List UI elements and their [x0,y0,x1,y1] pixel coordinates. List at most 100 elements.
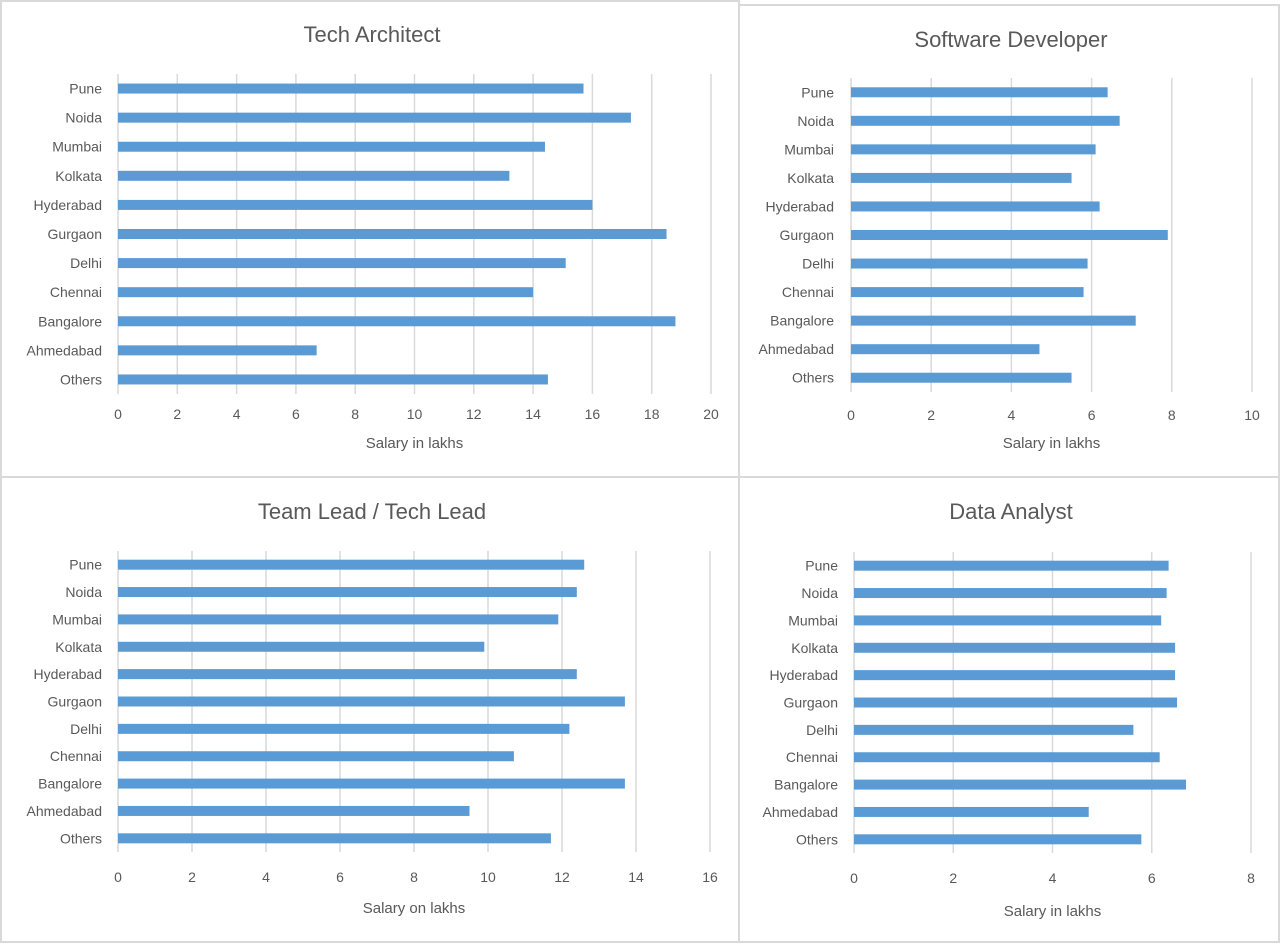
category-label: Bangalore [774,777,838,793]
x-tick-label: 6 [336,869,344,885]
x-tick-label: 0 [847,407,855,423]
category-label: Ahmedabad [26,803,102,819]
x-tick-label: 2 [949,870,957,886]
x-tick-label: 4 [233,406,241,422]
bar-gurgaon [118,696,625,707]
category-label: Delhi [70,721,102,737]
category-label: Kolkata [55,168,102,184]
category-label: Gurgaon [784,695,838,711]
bar-hyderabad [854,670,1176,681]
category-label: Chennai [50,284,102,300]
bar-mumbai [854,615,1162,626]
category-label: Ahmedabad [762,804,838,820]
x-tick-label: 8 [1247,870,1255,886]
bar-kolkata [118,170,510,181]
category-label: Ahmedabad [758,341,834,357]
chart-panel-data-analyst: Data Analyst 0 2 4 6 8 Pune Noida Mumbai Kolkata H… [738,476,1280,943]
category-label: Ahmedabad [26,342,102,358]
bar-bangalore [851,315,1136,326]
category-label: Noida [801,585,838,601]
x-tick-label: 20 [703,406,719,422]
bar-hyderabad [118,669,577,680]
chart-software-developer: Software Developer 0 2 4 6 8 10 Pune Noida Mumbai… [758,27,1260,452]
category-label: Bangalore [770,313,834,329]
bar-noida [118,112,631,123]
chart-title: Team Lead / Tech Lead [258,499,486,524]
category-label: Noida [65,110,102,126]
category-label: Pune [801,84,834,100]
x-tick-label: 14 [525,406,541,422]
x-tick-label: 6 [292,406,300,422]
category-label: Gurgaon [780,227,834,243]
category-label: Kolkata [791,640,838,656]
bar-pune [851,87,1108,98]
bar-noida [851,115,1120,126]
chart-data-analyst: Data Analyst 0 2 4 6 8 Pune Noida Mumbai Kolkata H… [762,499,1255,920]
category-label: Mumbai [784,141,834,157]
category-label: Mumbai [52,611,102,627]
category-label: Hyderabad [770,667,839,683]
x-tick-label: 8 [351,406,359,422]
x-tick-label: 4 [262,869,270,885]
bar-bangalore [118,778,625,789]
x-tick-label: 16 [585,406,601,422]
bar-chennai [118,751,514,762]
x-tick-label: 10 [1244,407,1260,423]
category-label: Chennai [50,748,102,764]
bar-chennai [851,287,1084,298]
category-label: Others [60,830,102,846]
x-tick-label: 6 [1148,870,1156,886]
bar-delhi [118,258,566,269]
bar-delhi [851,258,1088,269]
category-label: Mumbai [788,612,838,628]
bar-ahmedabad [118,805,470,816]
x-tick-label: 0 [114,406,122,422]
category-label: Chennai [782,284,834,300]
x-tick-label: 16 [702,869,718,885]
category-label: Gurgaon [48,226,102,242]
category-label: Pune [805,558,838,574]
x-tick-label: 2 [927,407,935,423]
category-label: Delhi [70,255,102,271]
bar-others [118,833,551,844]
chart-panel-software-developer: Software Developer 0 2 4 6 8 10 Pune Noida Mumbai… [738,4,1280,478]
bar-bangalore [118,316,676,327]
bar-ahmedabad [118,345,317,356]
bar-delhi [854,724,1134,735]
category-label: Chennai [786,749,838,765]
bar-kolkata [854,642,1176,653]
category-label: Others [792,370,834,386]
category-label: Pune [69,81,102,97]
category-label: Bangalore [38,776,102,792]
x-tick-label: 12 [554,869,570,885]
x-tick-label: 2 [173,406,181,422]
x-axis-label: Salary in lakhs [1004,903,1102,920]
bar-ahmedabad [854,806,1089,817]
x-tick-label: 10 [407,406,423,422]
category-label: Noida [65,584,102,600]
bar-pune [854,560,1169,571]
bar-gurgaon [851,230,1168,240]
x-tick-label: 6 [1088,407,1096,423]
x-axis-label: Salary in lakhs [366,435,464,452]
bar-noida [854,588,1167,599]
x-tick-label: 18 [644,406,660,422]
category-label: Others [796,831,838,847]
bar-kolkata [118,641,485,652]
bar-others [851,372,1072,383]
x-tick-label: 8 [410,869,418,885]
bar-kolkata [851,172,1072,183]
category-label: Hyderabad [34,197,103,213]
bar-pune [118,559,585,570]
category-label: Bangalore [38,313,102,329]
bar-noida [118,587,577,598]
bar-chennai [854,752,1160,763]
x-axis-label: Salary in lakhs [1003,435,1101,452]
x-tick-label: 2 [188,869,196,885]
x-tick-label: 14 [628,869,644,885]
x-tick-label: 10 [480,869,496,885]
x-axis-label: Salary on lakhs [363,900,466,917]
bar-hyderabad [118,199,593,210]
x-tick-label: 4 [1008,407,1016,423]
bar-gurgaon [854,697,1178,708]
